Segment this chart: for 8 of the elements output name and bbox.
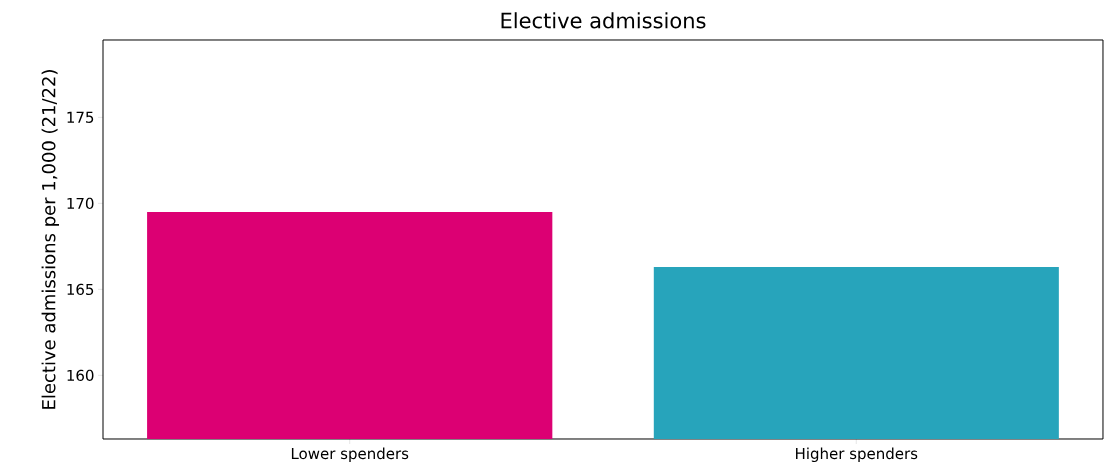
y-tick-label: 170 (67, 197, 94, 210)
y-tick-label: 175 (67, 111, 94, 123)
y-tick-label: 160 (67, 369, 94, 382)
chart-title: Elective admissions (501, 12, 706, 29)
y-tick-label: 165 (67, 283, 94, 296)
x-tick-label: Higher spenders (796, 447, 918, 463)
y-axis-title: Elective admissions per 1,000 (21/22) (41, 70, 59, 409)
x-tick-label: Lower spenders (291, 447, 409, 463)
